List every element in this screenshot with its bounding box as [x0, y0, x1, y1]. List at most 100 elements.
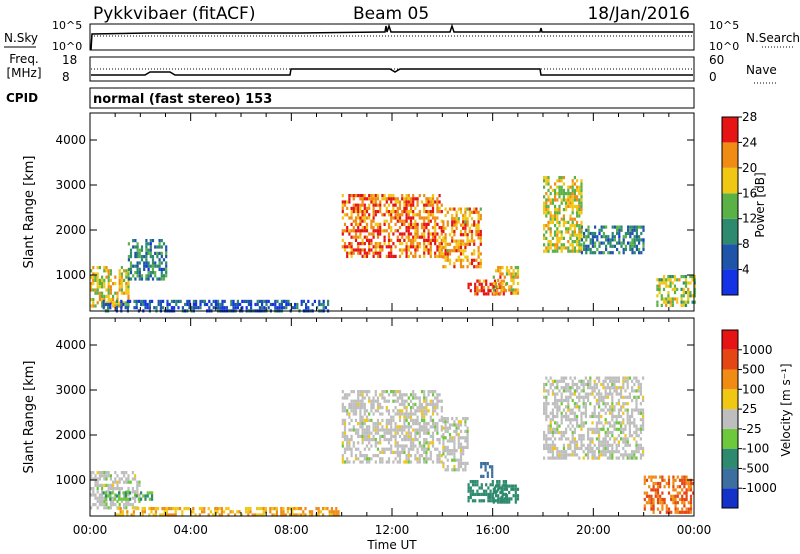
heatmap-cell — [409, 425, 413, 429]
heatmap-cell — [516, 497, 520, 501]
heatmap-cell — [372, 197, 375, 201]
heatmap-cell — [613, 405, 616, 409]
heatmap-cell — [604, 392, 607, 396]
heatmap-cell — [365, 390, 369, 394]
heatmap-cell — [385, 229, 388, 233]
heatmap-cell — [341, 454, 344, 458]
heatmap-cell — [547, 182, 550, 186]
heatmap-cell — [96, 266, 99, 270]
heatmap-cell — [412, 406, 415, 410]
heatmap-cell — [126, 513, 129, 517]
heatmap-cell — [409, 412, 413, 416]
heatmap-cell — [429, 210, 432, 214]
heatmap-cell — [451, 207, 454, 211]
heatmap-cell — [684, 291, 688, 295]
heatmap-cell — [101, 499, 104, 503]
heatmap-cell — [633, 241, 636, 245]
heatmap-cell — [379, 406, 382, 410]
heatmap-cell — [363, 438, 366, 442]
heatmap-cell — [626, 453, 629, 457]
heatmap-cell — [573, 382, 576, 387]
heatmap-cell — [600, 398, 603, 403]
heatmap-cell — [606, 392, 609, 396]
heatmap-cell — [676, 485, 679, 489]
heatmap-cell — [379, 210, 382, 214]
heatmap-cell — [348, 422, 351, 426]
heatmap-cell — [429, 454, 432, 458]
heatmap-cell — [683, 481, 686, 486]
heatmap-cell — [587, 450, 590, 454]
heatmap-cell — [407, 245, 410, 249]
heatmap-cell — [665, 297, 668, 301]
heatmap-cell — [573, 427, 576, 431]
heatmap-cell — [328, 510, 331, 514]
heatmap-cell — [346, 438, 349, 442]
heatmap-cell — [341, 409, 344, 413]
heatmap-cell — [569, 204, 572, 208]
heatmap-cell — [381, 213, 384, 217]
heatmap-cell — [405, 203, 408, 207]
heatmap-cell — [656, 284, 659, 288]
heatmap-cell — [363, 235, 366, 239]
heatmap-cell — [379, 422, 382, 426]
heatmap-cell — [350, 242, 353, 246]
heatmap-cell — [129, 255, 133, 259]
heatmap-cell — [448, 426, 452, 430]
heatmap-cell — [109, 499, 112, 503]
heatmap-cell — [322, 299, 325, 303]
heatmap-cell — [558, 188, 561, 192]
heatmap-cell — [412, 441, 415, 445]
heatmap-cell — [578, 398, 581, 403]
heatmap-cell — [485, 282, 488, 286]
heatmap-cell — [123, 471, 126, 475]
heatmap-cell — [571, 182, 574, 186]
heatmap-cell — [466, 255, 469, 259]
heatmap-cell — [471, 492, 475, 496]
heatmap-cell — [624, 443, 627, 447]
heatmap-cell — [390, 447, 393, 451]
heatmap-cell — [291, 513, 294, 517]
heatmap-cell — [607, 238, 610, 242]
heatmap-cell — [381, 434, 384, 438]
heatmap-cell — [571, 379, 574, 383]
heatmap-cell — [489, 499, 492, 503]
heatmap-cell — [431, 200, 435, 204]
heatmap-cell — [302, 513, 305, 517]
heatmap-cell — [558, 389, 561, 393]
heatmap-cell — [418, 460, 421, 464]
heatmap-cell — [133, 299, 136, 303]
heatmap-cell — [190, 306, 193, 310]
heatmap-cell — [379, 254, 382, 258]
heatmap-cell — [543, 176, 546, 180]
heatmap-cell — [687, 297, 690, 301]
heatmap-cell — [549, 427, 552, 431]
heatmap-cell — [354, 248, 358, 252]
heatmap-cell — [134, 477, 137, 481]
heatmap-cell — [96, 483, 99, 487]
heatmap-cell — [192, 507, 195, 511]
heatmap-cell — [98, 282, 101, 286]
heatmap-cell — [175, 299, 178, 303]
heatmap-cell — [407, 194, 410, 198]
heatmap-cell — [665, 281, 668, 285]
heatmap-cell — [580, 195, 583, 199]
heatmap-cell — [609, 392, 612, 396]
heatmap-cell — [361, 229, 364, 233]
heatmap-cell — [457, 465, 460, 469]
heatmap-cell — [508, 484, 511, 488]
heatmap-cell — [390, 425, 393, 429]
heatmap-cell — [565, 418, 568, 422]
heatmap-cell — [692, 481, 695, 486]
heatmap-cell — [678, 497, 682, 502]
heatmap-cell — [578, 201, 581, 205]
heatmap-cell — [573, 430, 576, 435]
heatmap-cell — [494, 494, 498, 498]
heatmap-cell — [127, 258, 130, 262]
heatmap-cell — [496, 289, 499, 293]
heatmap-cell — [635, 238, 638, 242]
heatmap-cell — [551, 446, 554, 451]
heatmap-cell — [656, 278, 659, 282]
heatmap-cell — [591, 235, 594, 239]
heatmap-cell — [554, 398, 557, 403]
